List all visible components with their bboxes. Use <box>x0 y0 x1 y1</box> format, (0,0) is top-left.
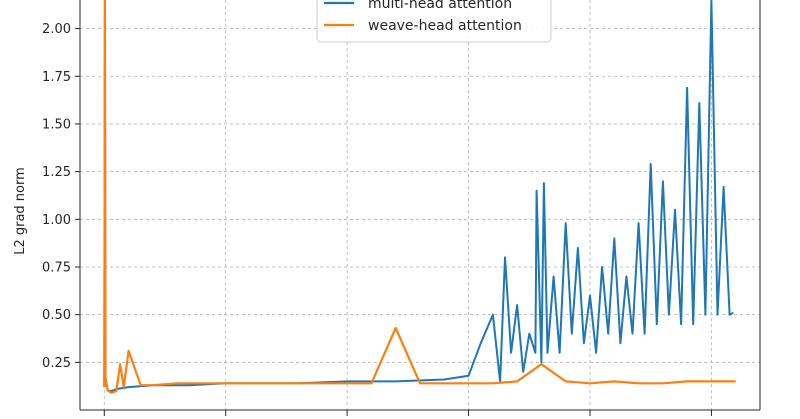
y-tick-label: 1.50 <box>42 117 71 132</box>
legend: multi-head attention weave-head attentio… <box>316 0 552 43</box>
series-layer <box>103 0 736 394</box>
axes-layer: 0.25 0.50 0.75 1.00 1.25 1.50 1.75 2.00 <box>42 0 761 416</box>
y-tick-label: 1.75 <box>42 70 71 85</box>
legend-label-weave-head: weave-head attention <box>368 18 522 34</box>
series-line-weave-head <box>103 0 736 394</box>
y-tick-label: 0.25 <box>42 356 71 371</box>
grid-layer <box>80 0 760 410</box>
y-tick-label: 0.50 <box>42 308 71 323</box>
y-tick-label: 1.25 <box>42 165 71 180</box>
legend-label-multi-head: multi-head attention <box>368 0 512 12</box>
y-tick-label: 2.00 <box>42 22 71 37</box>
y-tick-label: 1.00 <box>42 213 71 228</box>
legend-box <box>316 0 552 43</box>
series-line-multi-head <box>103 0 734 392</box>
y-tick-label: 0.75 <box>42 260 71 275</box>
y-axis-label: L2 grad norm <box>13 167 28 255</box>
